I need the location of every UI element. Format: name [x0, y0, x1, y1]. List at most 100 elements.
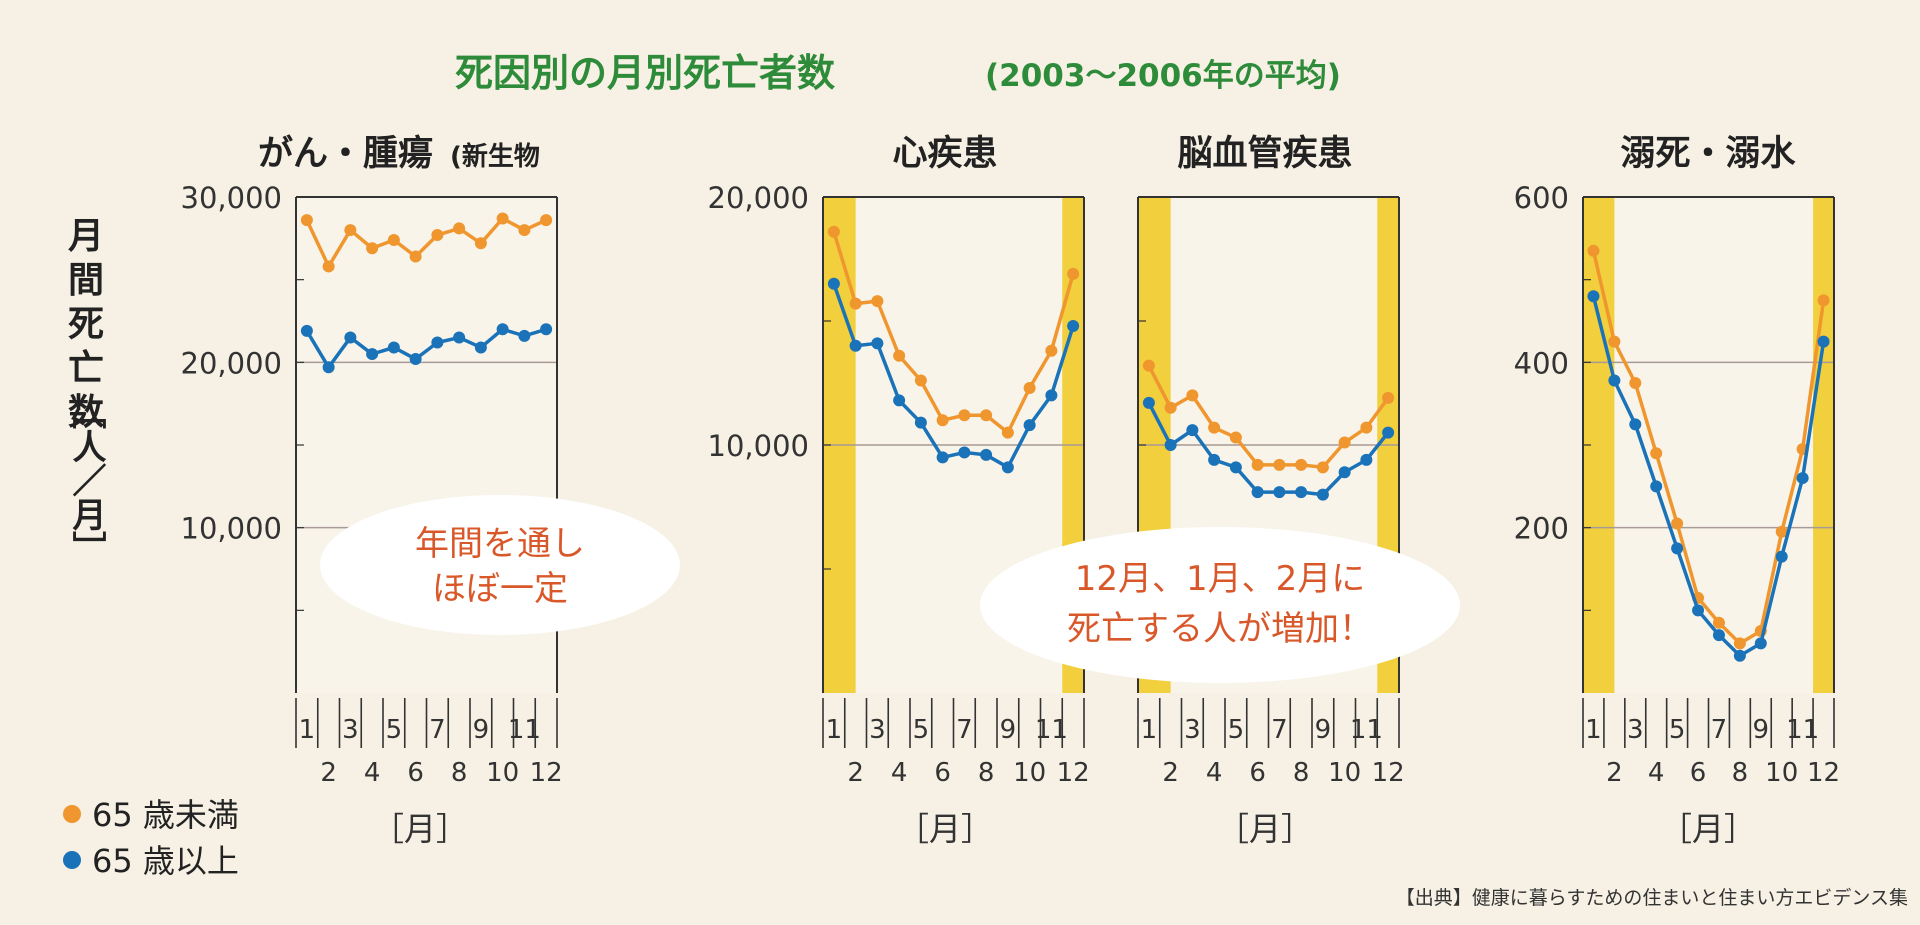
- data-point: [1817, 335, 1830, 348]
- chart-title-drowning: 溺死・溺水: [1620, 134, 1796, 174]
- data-point: [409, 250, 422, 263]
- data-point: [1608, 374, 1621, 387]
- data-point: [474, 341, 487, 354]
- x-tick-label: 4: [1206, 758, 1223, 788]
- x-tick-label: 4: [891, 758, 908, 788]
- x-unit-label: ［月］: [372, 810, 468, 848]
- data-point: [1733, 649, 1746, 662]
- data-point: [387, 233, 400, 246]
- data-point: [300, 214, 313, 227]
- data-point: [518, 329, 531, 342]
- data-point: [1142, 359, 1155, 372]
- data-point: [322, 260, 335, 273]
- data-point: [1338, 436, 1351, 449]
- data-point: [980, 409, 993, 422]
- data-point: [1164, 439, 1177, 451]
- data-point: [344, 224, 357, 237]
- y-tick-label: 600: [1514, 181, 1569, 215]
- data-point: [1208, 421, 1221, 434]
- data-point: [1208, 453, 1221, 466]
- x-tick-label: 2: [320, 758, 337, 788]
- x-tick-label: 10: [1013, 758, 1046, 788]
- x-tick-label: 10: [486, 758, 519, 788]
- plot-area: [1583, 197, 1834, 693]
- data-point: [1142, 396, 1155, 409]
- data-point: [1273, 486, 1286, 499]
- y-tick-label: 20,000: [708, 181, 809, 215]
- data-point: [936, 451, 949, 464]
- data-point: [1796, 472, 1809, 485]
- x-tick-label: 3: [1184, 715, 1201, 745]
- x-tick-label: 10: [1328, 758, 1361, 788]
- data-point: [871, 337, 884, 350]
- data-point: [431, 229, 444, 242]
- data-point: [1295, 486, 1308, 499]
- data-point: [1316, 488, 1329, 501]
- annotation-note2-line2: 死亡する人が増加！: [1067, 609, 1373, 649]
- data-point: [431, 336, 444, 349]
- data-point: [893, 394, 906, 407]
- data-point: [1608, 335, 1621, 348]
- data-point: [936, 414, 949, 427]
- y-tick-label: 20,000: [181, 346, 282, 380]
- x-tick-label: 9: [1753, 715, 1770, 745]
- data-point: [914, 374, 927, 387]
- x-tick-label: 8: [1293, 758, 1310, 788]
- data-point: [1671, 542, 1684, 555]
- data-point: [453, 222, 466, 235]
- data-point: [1067, 319, 1080, 332]
- data-point: [496, 323, 509, 336]
- data-point: [1629, 418, 1642, 431]
- y-axis-label-char: 間: [68, 260, 104, 301]
- data-point: [1587, 244, 1600, 257]
- data-point: [387, 341, 400, 354]
- source-citation: 【出典】健康に暮らすための住まいと住まい方エビデンス集: [1396, 887, 1908, 909]
- x-unit-label: ［月］: [897, 810, 993, 848]
- data-point: [1001, 426, 1014, 439]
- y-axis-unit: ［人／月］: [66, 395, 106, 565]
- chart-title-cancer-note: (新生物: [450, 141, 540, 172]
- x-tick-label: 8: [1732, 758, 1749, 788]
- data-point: [1338, 466, 1351, 479]
- x-tick-label: 12: [1807, 758, 1840, 788]
- data-point: [366, 348, 379, 361]
- data-point: [1382, 391, 1395, 404]
- data-point: [496, 212, 509, 225]
- annotation-note1-line2: ほぼ一定: [432, 569, 568, 609]
- data-point: [1692, 604, 1705, 617]
- x-tick-label: 2: [1606, 758, 1623, 788]
- data-point: [849, 297, 862, 310]
- data-point: [1650, 447, 1663, 460]
- x-tick-label: 3: [869, 715, 886, 745]
- series-line: [1591, 250, 1826, 646]
- data-point: [1775, 550, 1788, 563]
- data-point: [1295, 458, 1308, 471]
- y-axis-label-char: 月: [68, 216, 104, 257]
- x-tick-label: 10: [1765, 758, 1798, 788]
- x-tick-label: 6: [934, 758, 951, 788]
- data-point: [849, 339, 862, 352]
- x-tick-label: 1: [299, 715, 316, 745]
- main-title: 死因別の月別死亡者数: [455, 51, 835, 95]
- winter-highlight-band: [1813, 197, 1834, 693]
- legend-label-under65: 65 歳未満: [92, 796, 239, 834]
- chart-title-stroke: 脳血管疾患: [1177, 134, 1352, 174]
- y-axis-label-char: 数: [68, 392, 104, 433]
- data-point: [958, 446, 971, 459]
- data-point: [1817, 294, 1830, 307]
- y-axis-label-char: 亡: [68, 348, 104, 389]
- data-point: [1733, 637, 1746, 650]
- data-point: [300, 324, 313, 337]
- data-point: [1712, 616, 1725, 629]
- data-point: [1671, 517, 1684, 530]
- data-point: [409, 353, 422, 366]
- annotation-bubble: [980, 527, 1460, 683]
- x-tick-label: 5: [1228, 715, 1245, 745]
- data-point: [1023, 381, 1036, 394]
- data-point: [1360, 453, 1373, 466]
- y-tick-label: 30,000: [181, 181, 282, 215]
- x-tick-label: 4: [1648, 758, 1665, 788]
- data-point: [1712, 629, 1725, 642]
